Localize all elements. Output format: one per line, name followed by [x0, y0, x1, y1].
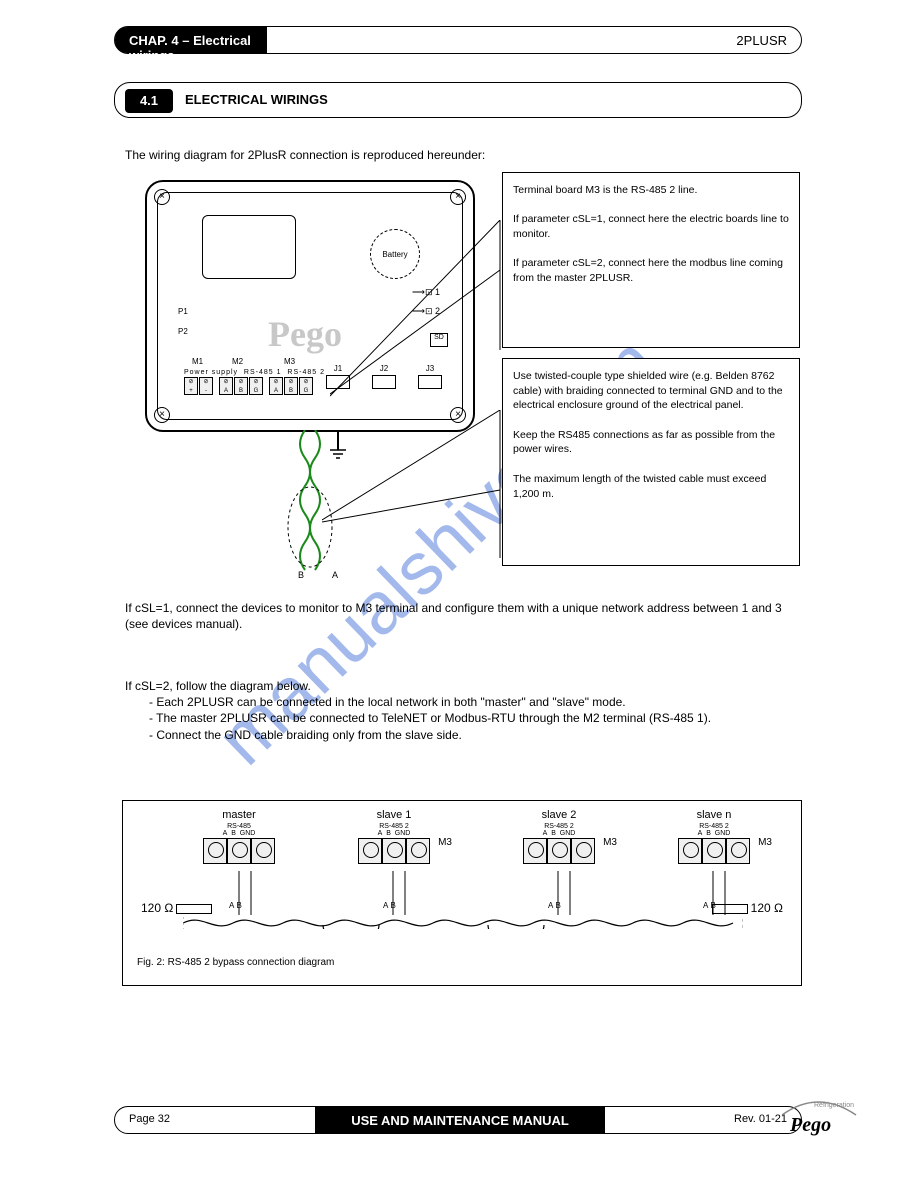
footer-title: USE AND MAINTENANCE MANUAL [315, 1107, 605, 1133]
callout-text: Keep the RS485 connections as far as pos… [513, 428, 789, 457]
screw-icon: × [450, 189, 466, 205]
callout-text: If parameter cSL=1, connect here the ele… [513, 212, 789, 241]
bullet-3: - Connect the GND cable braiding only fr… [149, 727, 805, 743]
bullet-2: - The master 2PLUSR can be connected to … [149, 710, 805, 726]
terminal-row: M1 M2 M3 Power supply RS-485 1 RS-485 2 … [184, 369, 325, 395]
header-bar: CHAP. 4 – Electrical wirings 2PLUSR [114, 26, 802, 54]
node-slave1: slave 1 RS-485 2 A B GND M3 [358, 809, 430, 864]
body-paragraph-2: If cSL=2, follow the diagram below. - Ea… [125, 678, 805, 743]
callout-wire: Use twisted-couple type shielded wire (e… [502, 358, 800, 566]
rs-label: RS-485 [203, 823, 275, 830]
section-badge: 4.1 [125, 89, 173, 113]
section-title: ELECTRICAL WIRINGS [185, 92, 328, 107]
ab-label: A B [703, 901, 716, 910]
rs-label: RS-485 2 [678, 823, 750, 830]
rs-label: RS-485 2 [523, 823, 595, 830]
port-p2-label: P2 [178, 327, 188, 336]
section-bar: 4.1 ELECTRICAL WIRINGS [114, 82, 802, 118]
node-label: slave 1 [358, 809, 430, 821]
callout-text: Terminal board M3 is the RS-485 2 line. [513, 183, 789, 198]
svg-text:Refrigeration: Refrigeration [814, 1102, 854, 1109]
rs-label: RS-485 2 [358, 823, 430, 830]
header-black: CHAP. 4 – Electrical wirings [115, 27, 267, 53]
screw-icon: × [154, 407, 170, 423]
pego-footer-logo: Pego Refrigeration [780, 1097, 844, 1144]
m3-label: M3 [284, 357, 295, 366]
callout-text: If parameter cSL=2, connect here the mod… [513, 256, 789, 285]
body2-intro: If cSL=2, follow the diagram below. [125, 678, 805, 694]
header-product: 2PLUSR [736, 33, 787, 48]
m3-label: M3 [438, 837, 452, 848]
wire-b-label: B [298, 570, 304, 580]
lcd-screen [202, 215, 296, 279]
intro-text: The wiring diagram for 2PlusR connection… [125, 148, 805, 164]
callout-line-1 [330, 220, 510, 420]
body-paragraph-1: If cSL=1, connect the devices to monitor… [125, 600, 805, 632]
m3-label: M3 [603, 837, 617, 848]
figure-caption: Fig. 2: RS-485 2 bypass connection diagr… [137, 957, 334, 968]
node-slave2: slave 2 RS-485 2 A B GND M3 [523, 809, 595, 864]
callout-text: The maximum length of the twisted cable … [513, 472, 789, 501]
bullet-1: - Each 2PLUSR can be connected in the lo… [149, 694, 805, 710]
terminal-blocks: ⊘+⊘- ⊘A⊘B⊘G ⊘A⊘B⊘G [184, 377, 325, 395]
ab-label: A B [229, 901, 242, 910]
callout-m3: Terminal board M3 is the RS-485 2 line. … [502, 172, 800, 348]
callout-line-2 [322, 410, 507, 570]
m1-label: M1 [192, 357, 203, 366]
footer-bar: Page 32 USE AND MAINTENANCE MANUAL Rev. … [114, 1106, 802, 1134]
node-label: slave n [678, 809, 750, 821]
node-slaven: slave n RS-485 2 A B GND M3 [678, 809, 750, 864]
m3-label: M3 [758, 837, 772, 848]
ab-label: A B [383, 901, 396, 910]
chapter-tag: CHAP. 4 – Electrical wirings [129, 33, 267, 63]
node-label: master [203, 809, 275, 821]
terminal-group-labels: Power supply RS-485 1 RS-485 2 [184, 369, 325, 376]
ab-label: A B [548, 901, 561, 910]
node-label: slave 2 [523, 809, 595, 821]
bus-diagram: master RS-485 A B GND slave 1 RS-485 2 A… [122, 800, 802, 986]
port-p1-label: P1 [178, 307, 188, 316]
m2-label: M2 [232, 357, 243, 366]
screw-icon: × [154, 189, 170, 205]
bus-drop-wires [193, 871, 753, 921]
callout-text: Use twisted-couple type shielded wire (e… [513, 369, 789, 413]
svg-text:Pego: Pego [789, 1114, 831, 1136]
node-master: master RS-485 A B GND [203, 809, 275, 864]
page-number: Page 32 [129, 1113, 170, 1125]
wire-a-label: A [332, 570, 338, 580]
